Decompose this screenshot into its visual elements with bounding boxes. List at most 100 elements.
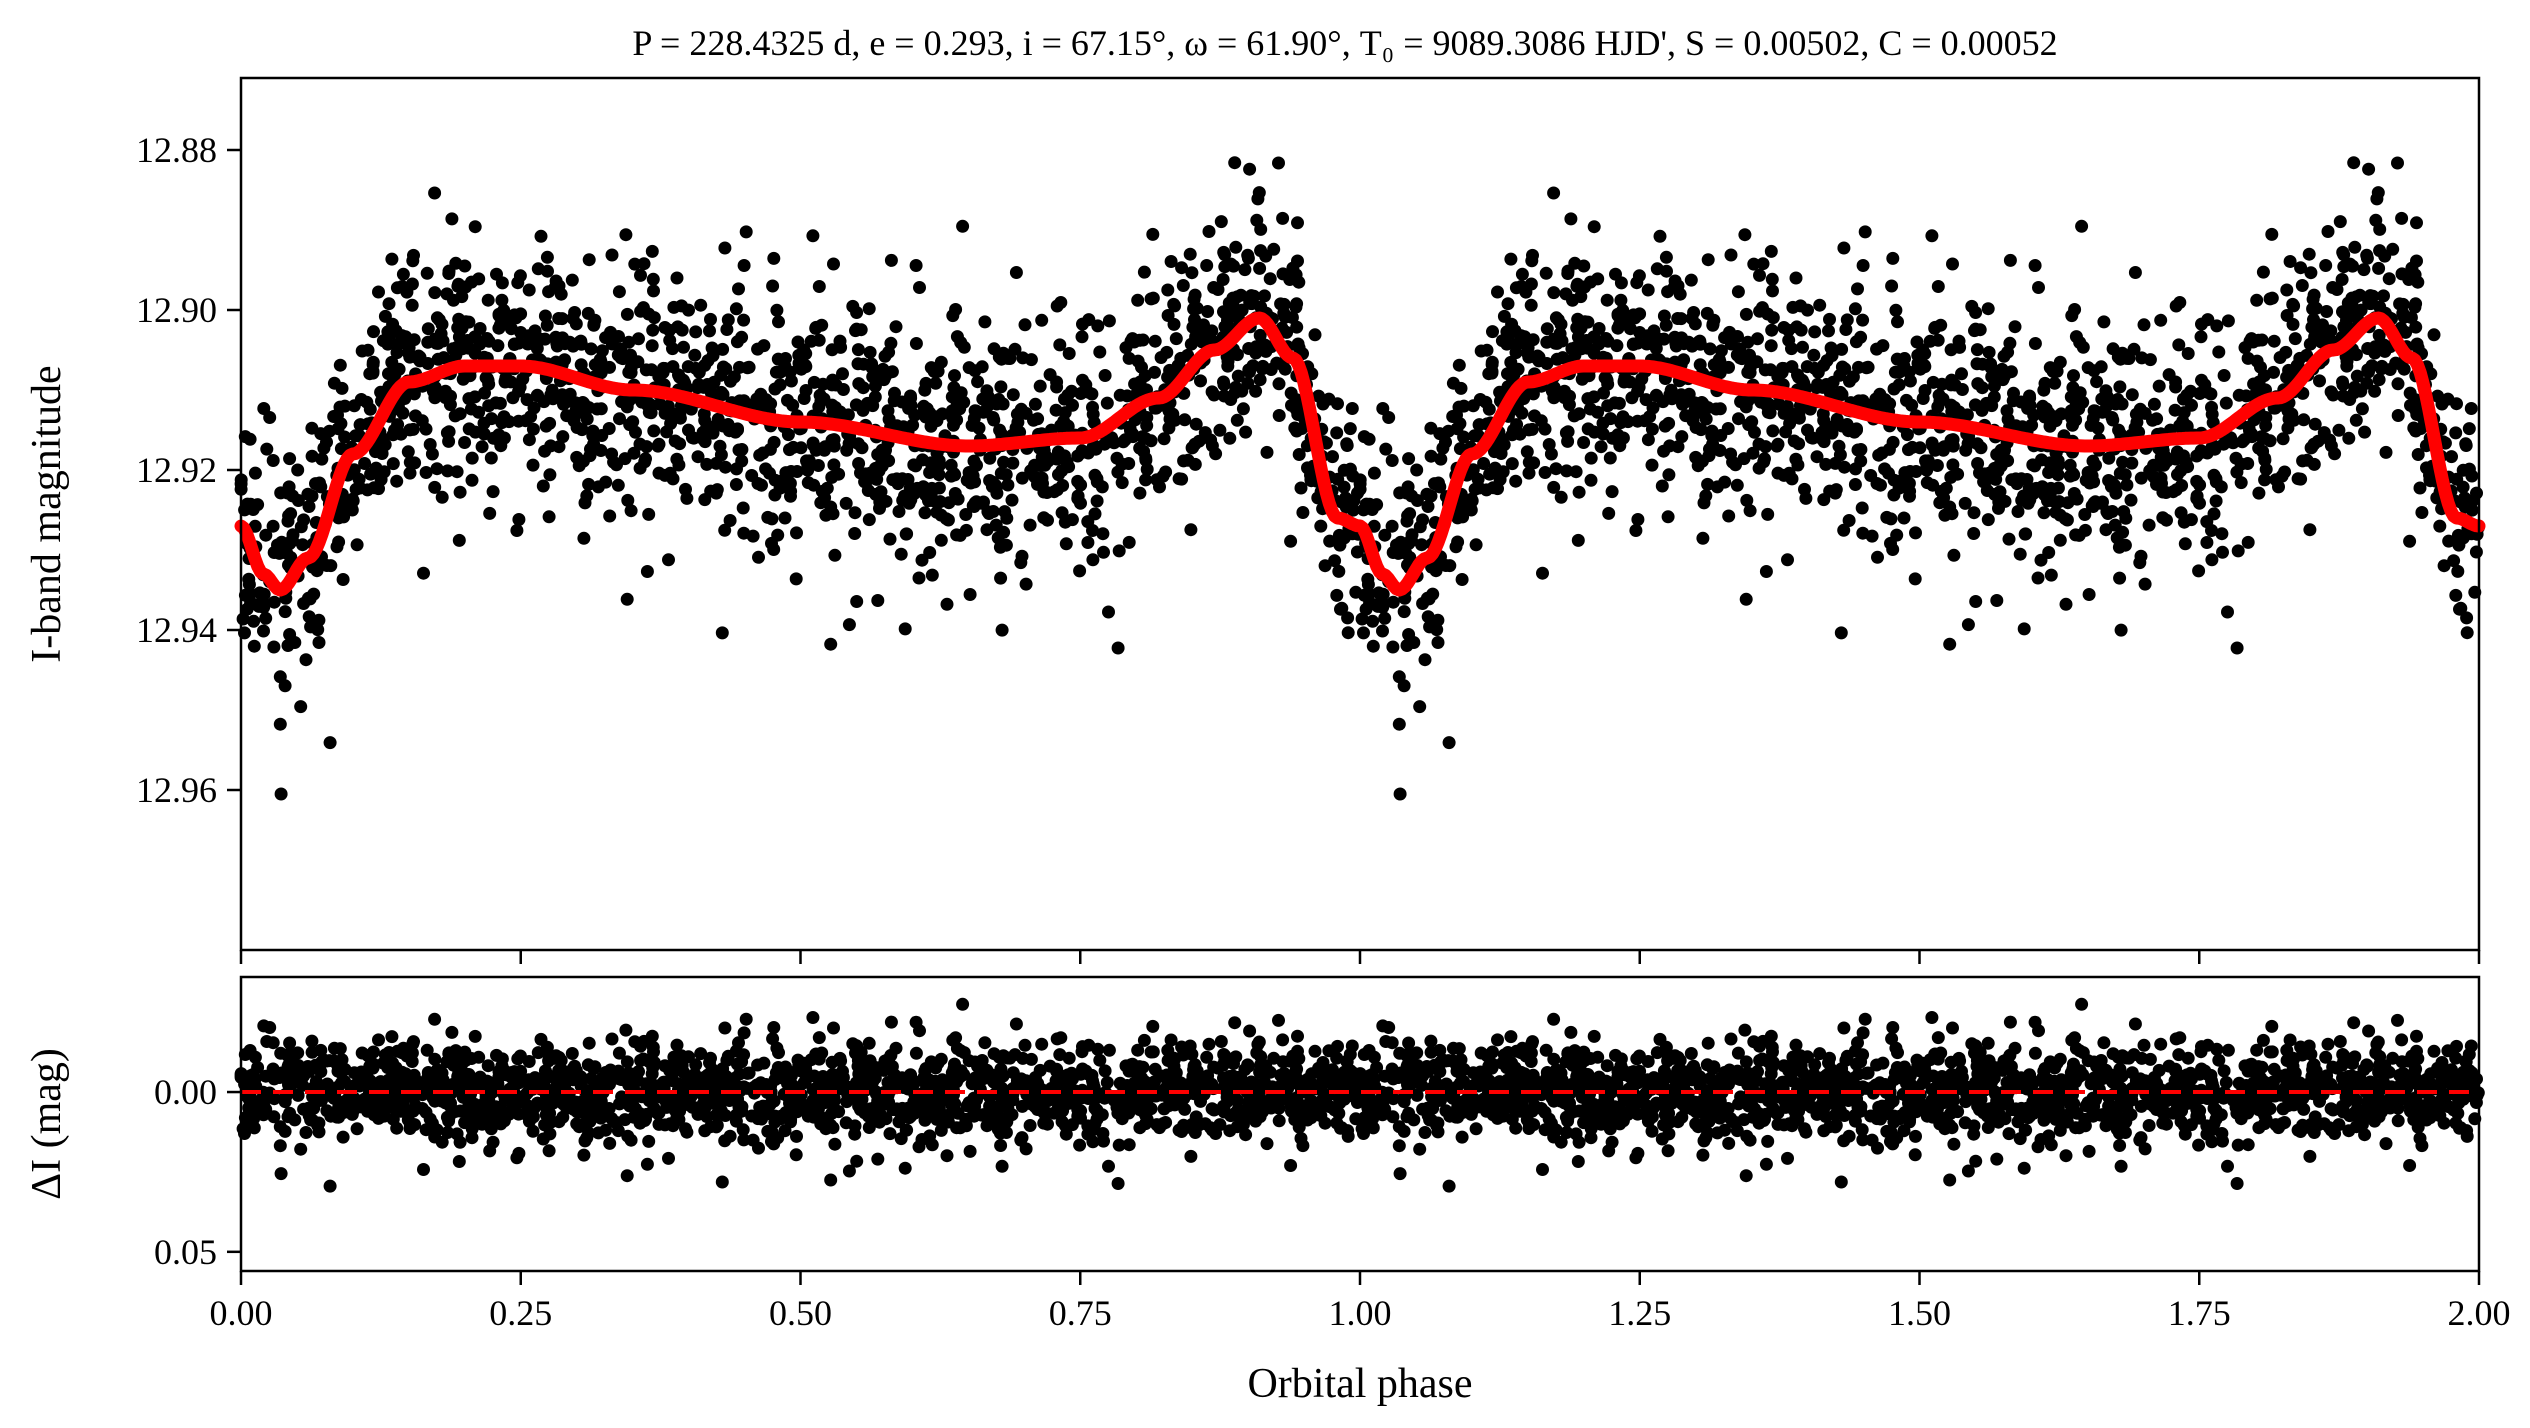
- observation-point: [662, 553, 675, 567]
- observation-point: [1631, 513, 1645, 526]
- observation-point: [1223, 431, 1237, 445]
- observation-point: [475, 440, 489, 454]
- observation-point: [2308, 330, 2322, 344]
- observation-point: [934, 355, 948, 369]
- observation-point: [333, 358, 347, 372]
- observation-point: [2216, 545, 2229, 559]
- observation-point: [1789, 271, 1803, 285]
- observation-point: [307, 587, 321, 601]
- observation-point: [1560, 464, 1574, 478]
- observation-point: [1880, 510, 1894, 524]
- observation-point: [2332, 423, 2346, 437]
- observation-point: [631, 355, 645, 369]
- observation-point: [970, 458, 983, 472]
- observation-point: [2320, 305, 2334, 318]
- residual-point: [737, 1026, 751, 1040]
- observation-point: [1606, 431, 1619, 445]
- observation-point: [1397, 605, 1411, 619]
- observation-point: [1600, 374, 1614, 387]
- residual-point: [452, 1155, 466, 1168]
- observation-point: [1480, 343, 1494, 357]
- observation-point: [403, 350, 417, 364]
- observation-point: [670, 452, 684, 466]
- observation-point: [814, 496, 828, 510]
- observation-point: [2431, 389, 2445, 403]
- observation-point: [624, 504, 638, 518]
- observation-point: [1952, 334, 1966, 348]
- observation-point: [2046, 364, 2060, 378]
- observation-point: [2372, 261, 2386, 275]
- observation-point: [2377, 289, 2390, 303]
- observation-point: [1554, 317, 1568, 331]
- observation-point: [1782, 333, 1796, 347]
- residual-point: [565, 1047, 579, 1060]
- observation-point: [1289, 403, 1303, 417]
- observation-point: [420, 266, 434, 280]
- observation-point: [2181, 347, 2195, 360]
- observation-point: [695, 431, 709, 445]
- observation-point: [670, 271, 684, 285]
- observation-point: [392, 362, 406, 376]
- observation-point: [2456, 531, 2470, 545]
- observation-point: [1102, 314, 1116, 328]
- observation-point: [1695, 396, 1709, 409]
- observation-point: [1933, 496, 1947, 510]
- observation-point: [633, 437, 647, 451]
- observation-point: [1209, 447, 1223, 461]
- observation-point: [640, 565, 654, 578]
- observation-point: [1692, 405, 1705, 419]
- observation-point: [978, 315, 992, 329]
- observation-point: [820, 481, 834, 495]
- observation-point: [966, 469, 980, 483]
- observation-point: [898, 622, 912, 636]
- observation-point: [1781, 553, 1794, 567]
- observation-point: [2462, 422, 2476, 436]
- observation-point: [857, 357, 871, 371]
- observation-point: [1674, 388, 1688, 402]
- observation-point: [1931, 280, 1945, 293]
- observation-point: [536, 479, 550, 493]
- residual-point: [2231, 1138, 2245, 1152]
- observation-point: [802, 454, 816, 468]
- residual-point: [1817, 1124, 1831, 1138]
- observation-point: [842, 618, 856, 632]
- observation-point: [581, 306, 595, 320]
- observation-point: [2097, 315, 2111, 329]
- observation-point: [2192, 564, 2206, 578]
- observation-point: [1701, 477, 1715, 491]
- observation-point: [1272, 409, 1286, 422]
- residual-point: [883, 1127, 897, 1141]
- observation-point: [2460, 626, 2474, 640]
- observation-point: [1122, 535, 1136, 549]
- observation-point: [1982, 345, 1996, 359]
- observation-point: [2349, 413, 2363, 427]
- observation-point: [302, 610, 316, 624]
- observation-point: [1766, 424, 1780, 438]
- observation-point: [1493, 385, 1507, 399]
- observation-point: [2269, 473, 2283, 487]
- observation-point: [645, 339, 659, 353]
- observation-point: [1164, 255, 1178, 268]
- residual-point: [698, 1124, 712, 1138]
- observation-point: [646, 323, 660, 337]
- observation-point: [1217, 389, 1231, 403]
- observation-point: [2427, 328, 2441, 342]
- observation-point: [2210, 319, 2224, 333]
- residual-point: [1789, 1038, 1803, 1052]
- observation-point: [428, 186, 442, 200]
- observation-point: [1488, 461, 1502, 475]
- observation-point: [1452, 358, 1466, 372]
- observation-point: [2336, 389, 2350, 403]
- observation-point: [267, 595, 281, 609]
- observation-point: [595, 344, 609, 358]
- observation-point: [2138, 577, 2152, 591]
- observation-point: [453, 407, 467, 421]
- observation-point: [2017, 622, 2031, 636]
- observation-point: [1341, 611, 1355, 625]
- observation-point: [2252, 486, 2266, 500]
- observation-point: [2026, 458, 2040, 472]
- observation-point: [828, 548, 842, 562]
- observation-point: [1213, 423, 1227, 437]
- observation-point: [1689, 421, 1703, 434]
- observation-point: [967, 412, 981, 425]
